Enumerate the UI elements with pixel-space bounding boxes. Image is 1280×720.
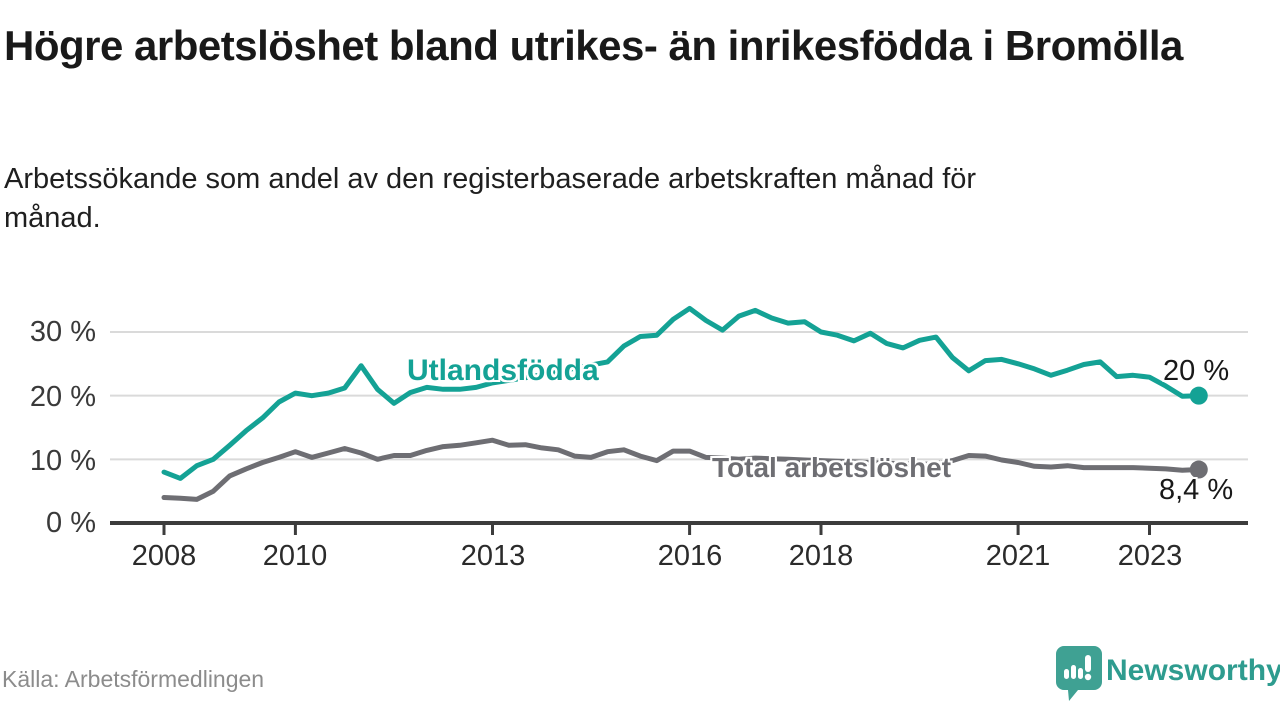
y-axis-label-20: 20 % — [29, 381, 96, 413]
end-value-total: 8,4 % — [1159, 474, 1234, 506]
x-axis-label-2013: 2013 — [460, 540, 526, 572]
newsworthy-logo-icon — [1056, 646, 1102, 701]
x-axis-label-2008: 2008 — [131, 540, 197, 572]
source-credit: Källa: Arbetsförmedlingen — [2, 666, 265, 692]
y-axis-label-0: 0 % — [46, 507, 96, 539]
end-value-utlandsfodda: 20 % — [1163, 355, 1230, 387]
x-axis-label-2021: 2021 — [985, 540, 1051, 572]
x-axis-label-2018: 2018 — [788, 540, 854, 572]
x-axis-label-2016: 2016 — [657, 540, 723, 572]
newsworthy-brand-name: Newsworthy — [1106, 654, 1280, 687]
series-label-utlandsfodda: Utlandsfödda — [407, 354, 599, 387]
series-label-total-arbetsloshet: Total arbetslöshet — [712, 452, 952, 483]
y-axis-label-30: 30 % — [29, 316, 96, 348]
y-axis-label-10: 10 % — [29, 445, 96, 477]
page-title: Högre arbetslöshet bland utrikes- än inr… — [4, 22, 1183, 69]
x-axis-label-2023: 2023 — [1117, 540, 1183, 572]
page-subtitle: Arbetssökande som andel av den registerb… — [4, 163, 977, 234]
x-axis-label-2010: 2010 — [262, 540, 328, 572]
